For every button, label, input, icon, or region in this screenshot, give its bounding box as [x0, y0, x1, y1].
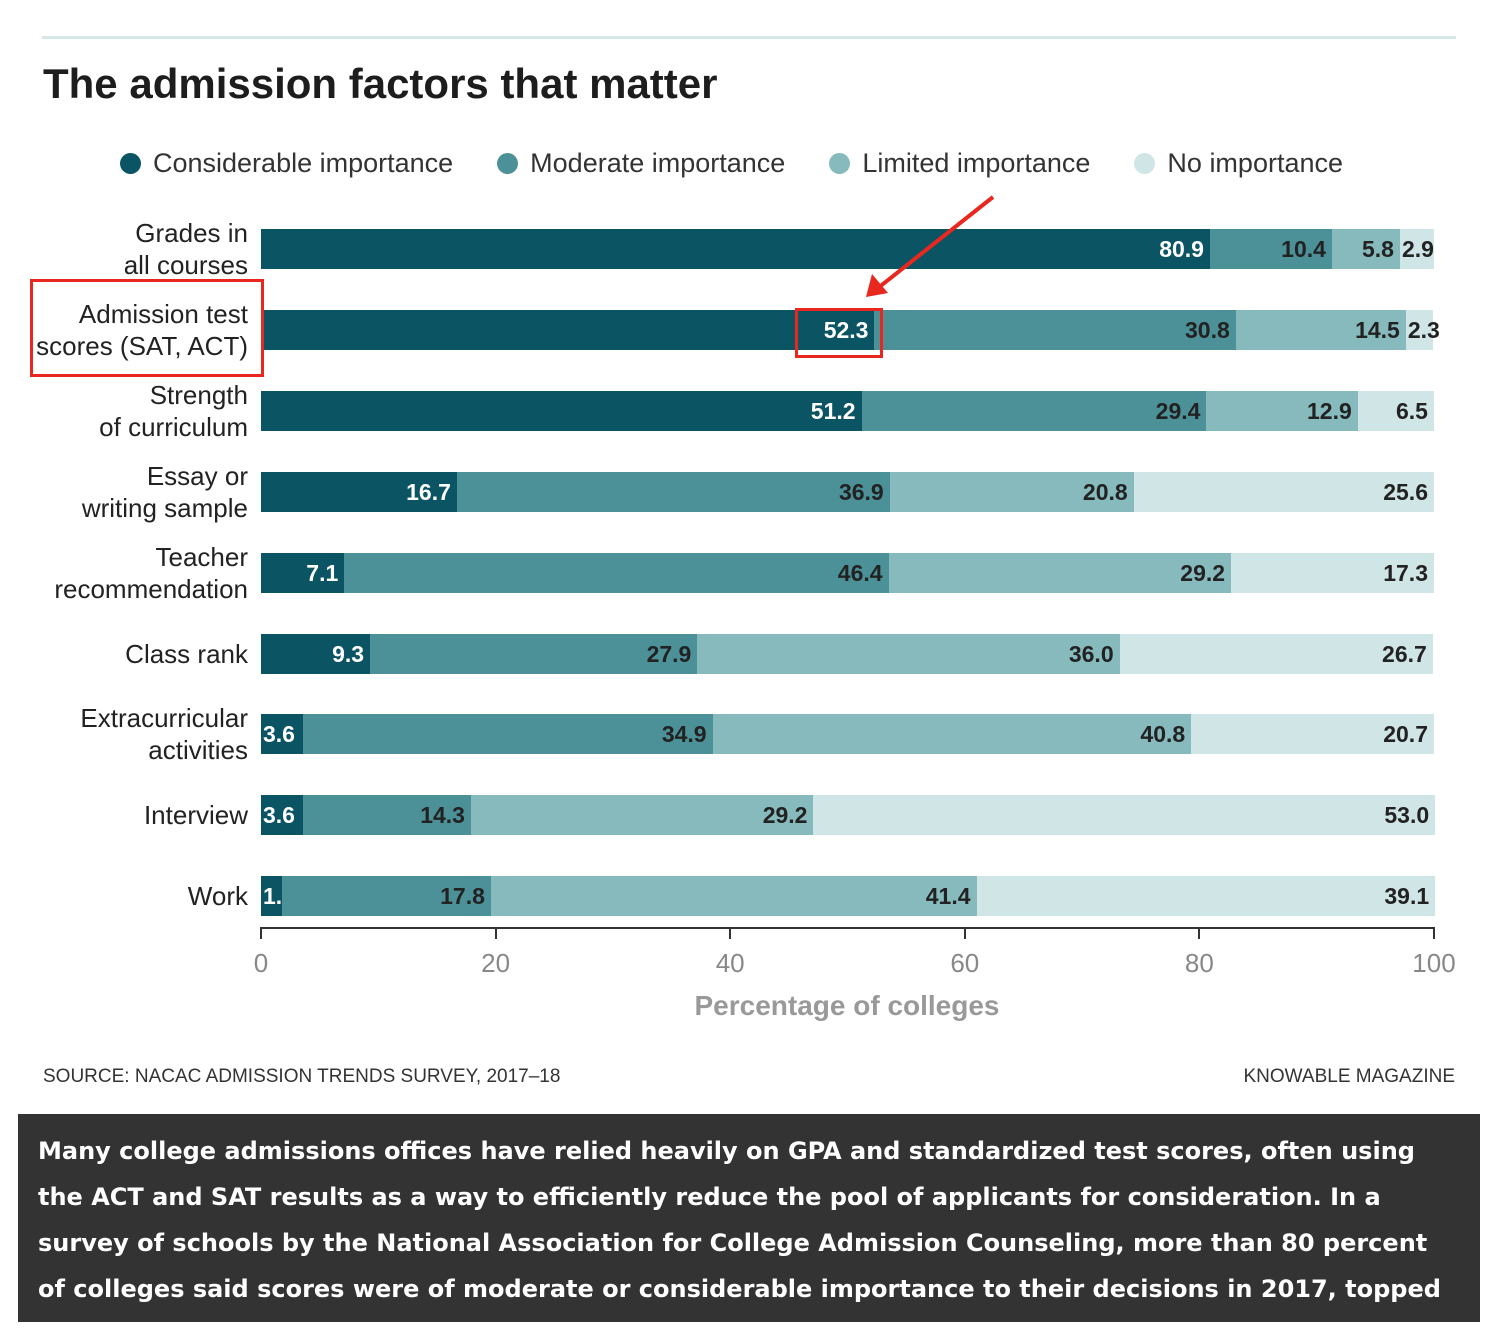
x-tick [1433, 927, 1435, 939]
credit: KNOWABLE MAGAZINE [1243, 1066, 1456, 1087]
category-label-line: Work [187, 881, 248, 912]
bar-segment: 17.3 [1231, 552, 1434, 593]
bar-segment: 9.3 [261, 633, 371, 674]
bar-segment: 5.8 [1331, 229, 1400, 269]
category-label: Strength of curriculum [99, 379, 248, 443]
category-label: Work [188, 880, 248, 912]
x-tick-label: 0 [253, 948, 269, 978]
bar-segment: 51.2 [261, 390, 862, 431]
category-label-line: of curriculum [99, 411, 248, 442]
category-label-line: Grades in [135, 218, 248, 248]
source-note: SOURCE: NACAC ADMISSION TRENDS SURVEY, 2… [43, 1066, 561, 1087]
category-label-line: scores (SAT, ACT) [36, 330, 248, 361]
category-label-line: activities [148, 735, 248, 766]
legend-dot-icon [497, 153, 519, 174]
bar-segment: 29.2 [888, 552, 1232, 593]
bar-segment: 3.6 [261, 795, 304, 836]
category-label: Admission test scores (SAT, ACT) [36, 298, 248, 362]
bar-segment: 80.9 [261, 229, 1210, 269]
x-axis-label: Percentage of colleges [694, 990, 1000, 1021]
bar-segment: 29.4 [861, 390, 1207, 431]
bar-segment: 34.9 [303, 714, 713, 755]
x-tick-label: 20 [481, 948, 511, 978]
category-label-line: Admission test [78, 298, 248, 329]
category-label-line: all courses [123, 250, 248, 280]
highlight-value-box [795, 308, 883, 358]
bar-segment: 16.7 [261, 471, 457, 512]
bar-segment: 41.4 [490, 876, 977, 917]
bar-segment: 20.7 [1191, 714, 1434, 755]
category-label: Extracurricular activities [80, 702, 248, 766]
legend-label: Considerable importance [153, 148, 454, 178]
category-label-line: Class rank [125, 638, 248, 669]
x-tick [494, 927, 497, 939]
x-tick [729, 927, 732, 939]
legend-label: Moderate importance [530, 148, 786, 178]
bar-segment: 7.1 [261, 552, 345, 593]
bar-segment: 40.8 [712, 714, 1192, 755]
legend-item: No importance [1134, 148, 1343, 179]
legend-dot-icon [829, 153, 851, 174]
bar-segment: 26.7 [1119, 633, 1433, 674]
x-tick [260, 927, 262, 939]
bar-segment: 52.3 [261, 309, 875, 350]
bar-segment: 2.3 [1405, 309, 1440, 350]
bar-segment: 10.4 [1209, 229, 1332, 269]
category-label: Class rank [125, 638, 248, 670]
bar-segment: 36.0 [697, 633, 1120, 674]
legend-label: No importance [1167, 148, 1344, 178]
chart-title: The admission factors that matter [43, 60, 718, 107]
category-label-line: writing sample [81, 492, 248, 523]
bar-segment: 14.3 [303, 795, 471, 836]
bar-segment: 20.8 [889, 471, 1134, 512]
category-label-line: Extracurricular [80, 703, 248, 734]
bar-segment: 53.0 [813, 795, 1436, 836]
highlight-label-box [30, 279, 264, 377]
legend-item: Moderate importance [497, 148, 785, 179]
category-label: Grades in all courses [124, 217, 248, 281]
x-tick-label: 80 [1184, 948, 1214, 978]
caption: Many college admissions offices have rel… [18, 1114, 1480, 1336]
x-tick [1198, 927, 1201, 939]
top-rule [42, 36, 1456, 39]
legend-item: Limited importance [829, 148, 1090, 179]
legend: Considerable importance Moderate importan… [120, 148, 1343, 179]
category-label-line: Strength [149, 379, 248, 410]
category-label: Teacher recommendation [54, 541, 248, 605]
legend-dot-icon [120, 153, 141, 174]
bar-segment: 29.2 [470, 795, 814, 836]
bar-segment: 27.9 [370, 633, 698, 674]
bar-segment: 46.4 [344, 552, 889, 593]
bar-segment: 17.8 [282, 876, 491, 917]
bar-segment: 1.8 [261, 876, 295, 917]
x-tick-label: 60 [950, 948, 980, 978]
category-label: Essay or writing sample [82, 460, 248, 524]
bar-segment: 12.9 [1206, 390, 1358, 431]
legend-dot-icon [1134, 153, 1156, 174]
x-tick-label: 100 [1412, 948, 1456, 978]
legend-label: Limited importance [862, 148, 1091, 178]
x-tick-label: 40 [715, 948, 745, 978]
bar-segment: 3.6 [261, 714, 304, 755]
bar-segment: 2.9 [1399, 229, 1434, 269]
x-tick [963, 927, 966, 939]
bar-segment: 6.5 [1357, 390, 1434, 431]
bar-segment: 25.6 [1133, 471, 1434, 512]
category-label-line: Interview [143, 800, 248, 831]
bar-segment: 39.1 [976, 876, 1436, 917]
category-label-line: Essay or [146, 460, 248, 491]
x-axis [261, 927, 1434, 929]
category-label: Interview [144, 799, 248, 831]
bar-segment: 30.8 [874, 309, 1236, 350]
legend-item: Considerable importance [120, 148, 453, 179]
category-label-line: recommendation [54, 573, 248, 604]
bar-segment: 14.5 [1235, 309, 1406, 350]
category-label-line: Teacher [155, 541, 249, 572]
bar-segment: 36.9 [456, 471, 890, 512]
